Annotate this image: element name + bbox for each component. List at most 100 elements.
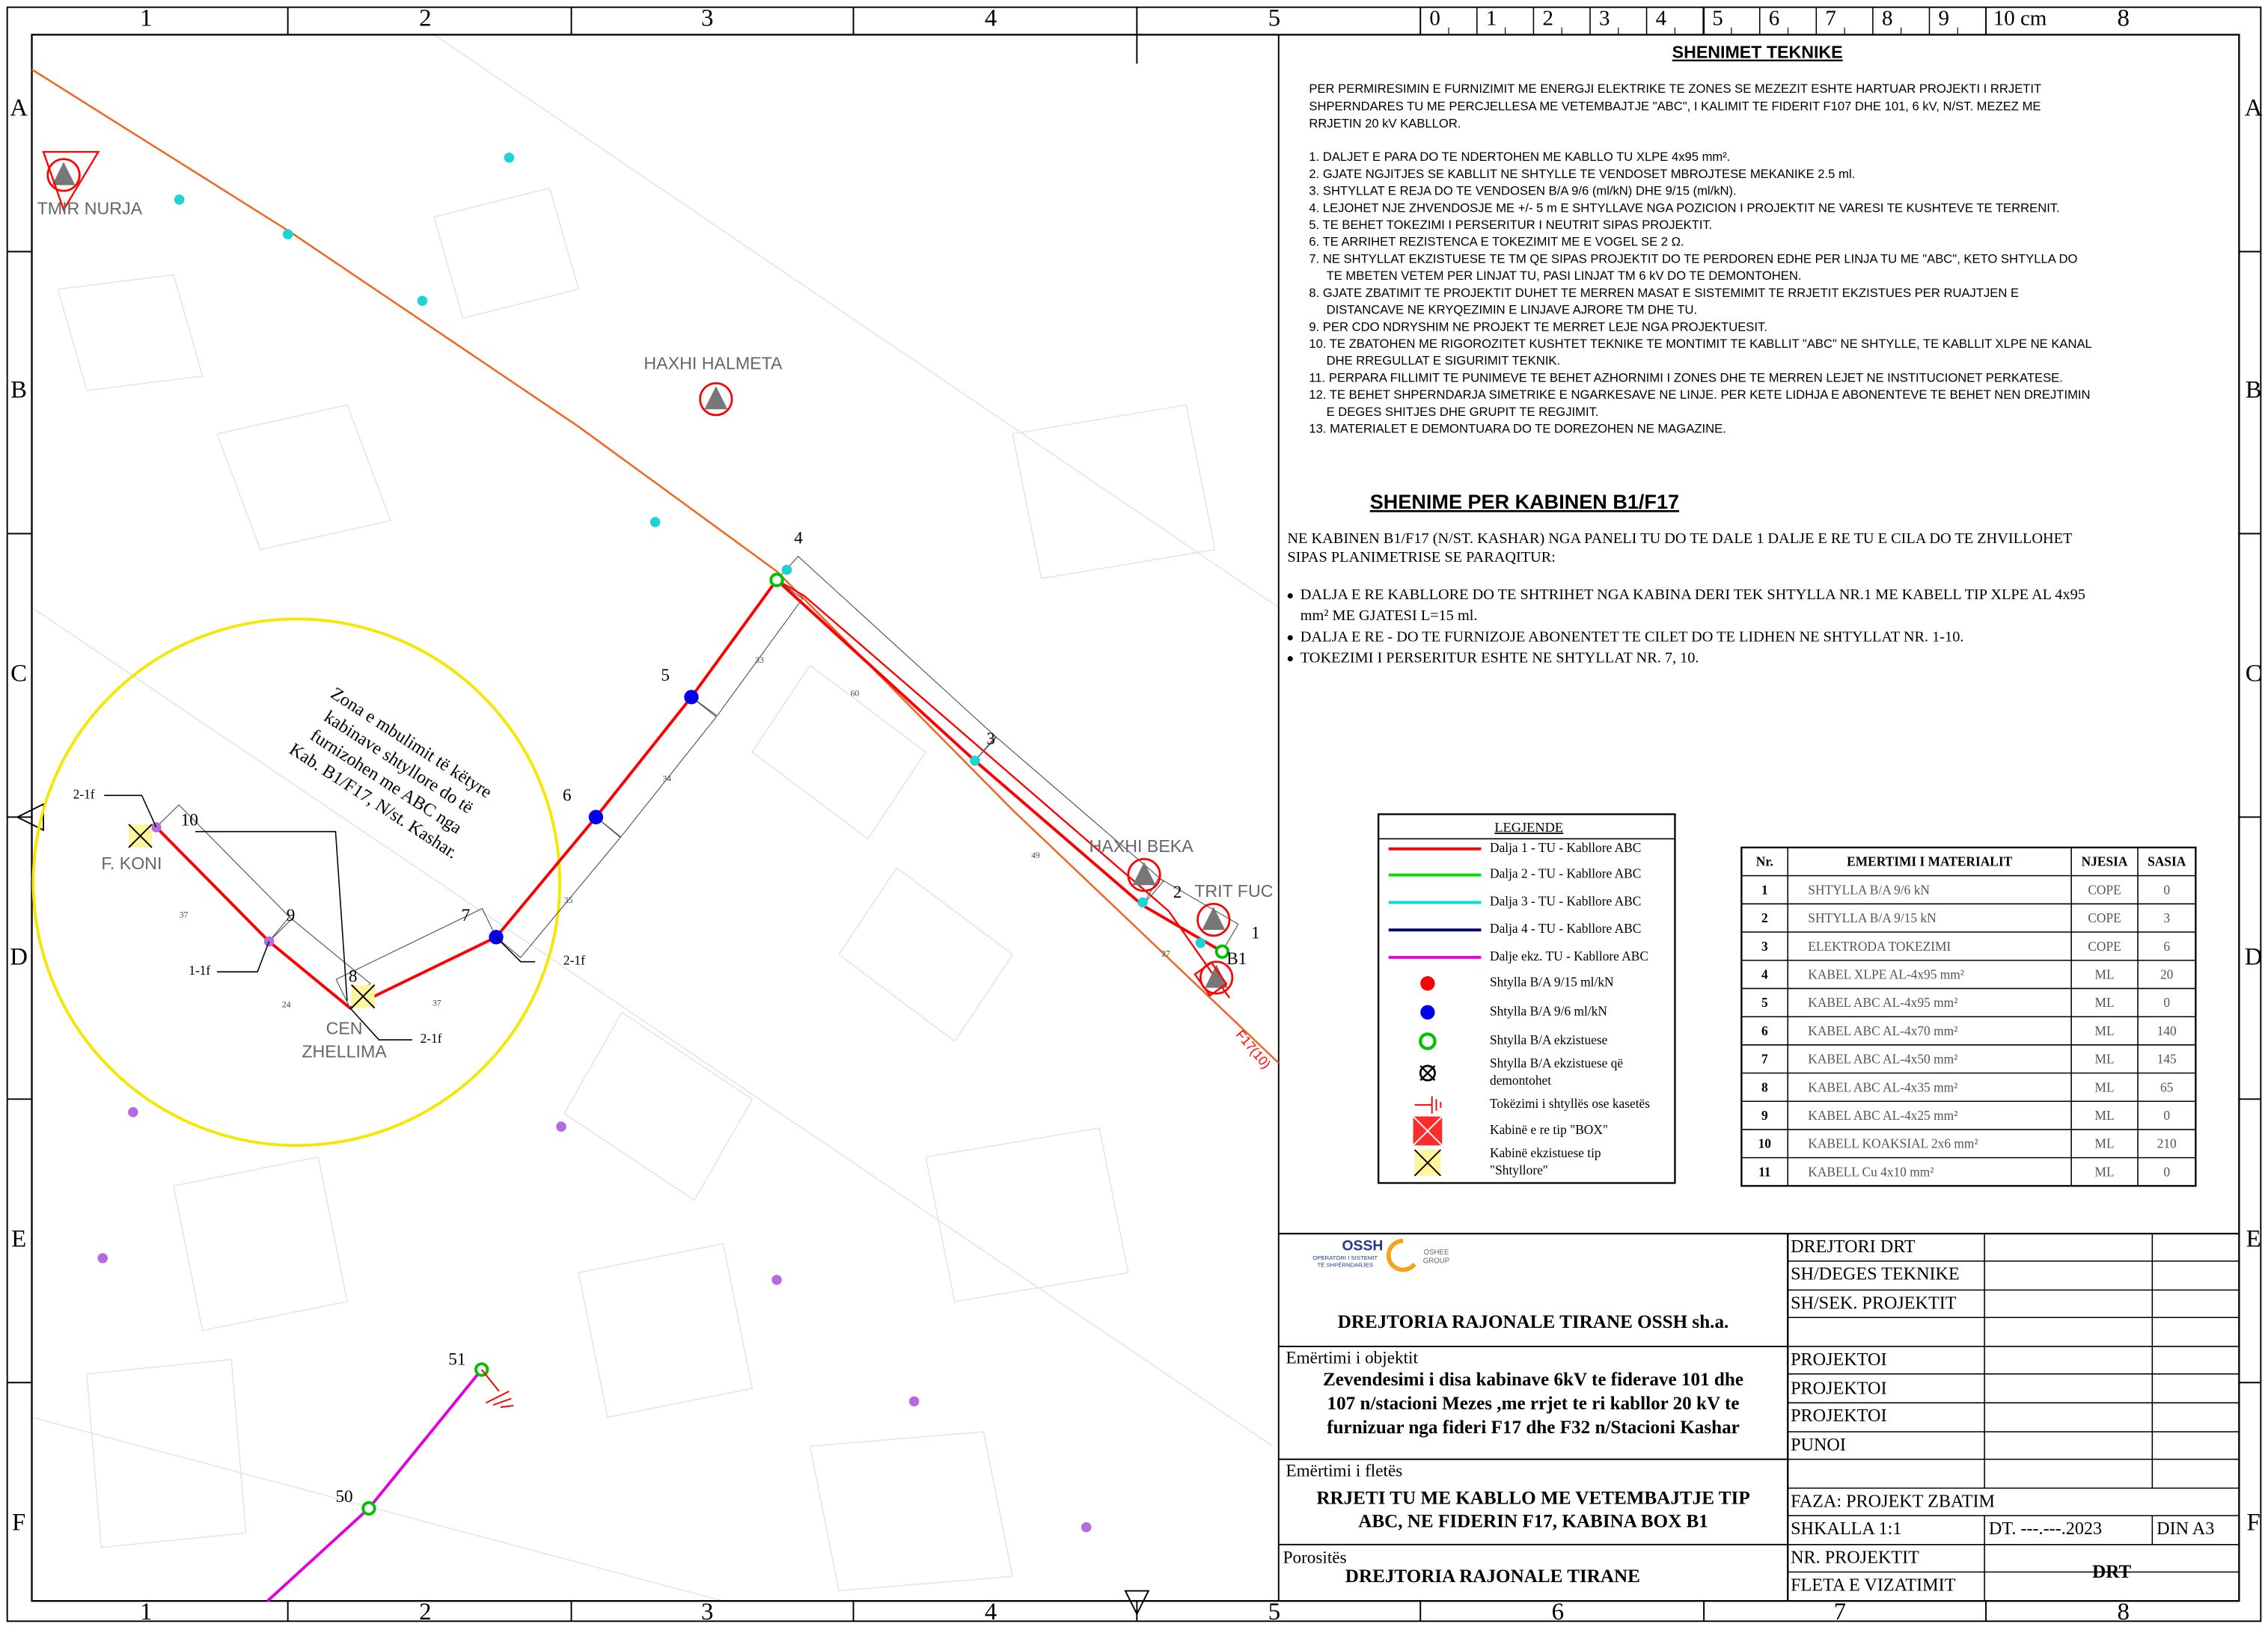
place-name: TMIR NURJA — [37, 198, 143, 218]
object-name: 107 n/stacioni Mezes ,me rrjet te ri kab… — [1327, 1394, 1740, 1414]
pole-number: 50 — [335, 1487, 352, 1507]
scale-label: SHKALLA 1:1 — [1791, 1519, 1901, 1539]
legend-label: Kabinë ekzistuese tip — [1490, 1146, 1601, 1160]
existing-pole — [418, 295, 428, 306]
new-pole-9-6 — [589, 810, 603, 824]
existing-pole — [970, 756, 980, 766]
logo-text: TË SHPËRNDARJES — [1317, 1262, 1373, 1269]
notes-item-line: 3. SHTYLLAT E REJA DO TE VENDOSEN B/A 9/… — [1309, 184, 1736, 198]
notes-item-line: 5. TE BEHET TOKEZIMI I PERSERITUR I NEUT… — [1309, 218, 1712, 232]
table-cell: KABEL ABC AL-4x35 mm² — [1808, 1080, 1957, 1094]
segment-length: 35 — [564, 895, 573, 905]
column-label: 3 — [701, 5, 713, 32]
pole-number: 3 — [986, 729, 995, 749]
table-cell: 1 — [1761, 883, 1768, 897]
date-label: DT. ---.---.2023 — [1989, 1519, 2102, 1539]
row-label: F — [12, 1509, 25, 1536]
pole-number: 1 — [1251, 923, 1260, 943]
cabin-notes-bullet: DALJA E RE - DO TE FURNIZOJE ABONENTET T… — [1300, 628, 1964, 645]
drawing-sheet: 11223344556788AABBCCDDEEFF012345678910 c… — [0, 0, 2268, 1627]
table-cell: COPE — [2088, 940, 2121, 954]
field-label: Emërtimi i objektit — [1286, 1349, 1418, 1368]
column-label: 4 — [985, 5, 997, 32]
table-cell: 11 — [1758, 1165, 1770, 1179]
legend-swatch — [1420, 1034, 1434, 1048]
existing-pole — [650, 517, 661, 527]
table-cell: KABELL Cu 4x10 mm² — [1808, 1165, 1934, 1179]
table-cell: 3 — [2163, 911, 2170, 925]
scale-label: 10 cm — [1993, 7, 2047, 31]
cabin-notes-bullet: mm² ME GJATESI L=15 ml. — [1300, 607, 1478, 624]
object-name: Zevendesimi i disa kabinave 6kV te fider… — [1323, 1370, 1743, 1390]
table-cell: 6 — [1761, 1024, 1768, 1038]
pole-number: B1 — [1226, 949, 1247, 969]
notes-item-line: 12. TE BEHET SHPERNDARJA SIMETRIKE E NGA… — [1309, 387, 2090, 402]
table-cell: 5 — [1761, 996, 1768, 1010]
pole-number: 51 — [448, 1350, 465, 1370]
row-label: D — [2245, 943, 2263, 970]
existing-pole — [782, 565, 792, 575]
row-label: B — [10, 376, 27, 403]
sheet-number-label: FLETA E VIZATIMIT — [1791, 1575, 1956, 1595]
segment-length: 33 — [755, 655, 764, 665]
bullet — [1288, 656, 1293, 661]
connector-label: 2-1f — [73, 787, 95, 801]
existing-pole — [283, 229, 293, 239]
existing-pole — [504, 153, 515, 163]
field-label: Porositës — [1283, 1548, 1347, 1567]
existing-concrete-pole — [363, 1503, 374, 1514]
role-label: SH/DEGES TEKNIKE — [1791, 1264, 1960, 1284]
cabin-notes-bullet: TOKEZIMI I PERSERITUR ESHTE NE SHTYLLAT … — [1300, 649, 1699, 666]
segment-length: 49 — [1031, 851, 1040, 860]
segment-length: 37 — [180, 910, 189, 919]
notes-intro-line: RRJETIN 20 kV KABLLOR. — [1309, 117, 1461, 131]
pole-number: 9 — [287, 906, 296, 925]
legend-label: Dalje ekz. TU - Kabllore ABC — [1490, 949, 1648, 963]
table-cell: KABEL ABC AL-4x95 mm² — [1808, 996, 1957, 1010]
segment-length: 60 — [851, 689, 860, 699]
existing-pole — [1137, 898, 1148, 908]
logo-text: OSSH — [1342, 1239, 1384, 1254]
table-cell: 8 — [1761, 1080, 1768, 1094]
scale-label: 3 — [1599, 7, 1610, 31]
project-number-label: NR. PROJEKTIT — [1791, 1548, 1919, 1568]
pole-number: 8 — [349, 966, 358, 986]
existing-pole — [1196, 938, 1206, 949]
table-cell: ML — [2095, 1109, 2115, 1123]
legend-label: Shtylla B/A 9/15 ml/kN — [1490, 975, 1614, 990]
table-cell: 65 — [2160, 1080, 2174, 1094]
role-label: PROJEKTOI — [1791, 1378, 1886, 1398]
legend-label: Shtylla B/A 9/6 ml/kN — [1490, 1004, 1607, 1018]
notes-item-line: DISTANCAVE NE KRYQEZIMIN E LINJAVE AJROR… — [1327, 303, 1698, 317]
table-cell: COPE — [2088, 911, 2121, 925]
cabin-notes-intro: NE KABINEN B1/F17 (N/ST. KASHAR) NGA PAN… — [1287, 530, 2073, 547]
notes-item-line: 4. LEJOHET NJE ZHVENDOSJE ME +/- 5 m E S… — [1309, 200, 2059, 215]
scale-label: 8 — [1882, 7, 1892, 31]
row-label: E — [2246, 1225, 2261, 1252]
role-label: PUNOI — [1791, 1435, 1846, 1455]
table-cell: 7 — [1761, 1053, 1768, 1067]
phase-label: FAZA: PROJEKT ZBATIM — [1791, 1491, 1995, 1511]
pole-number: 10 — [181, 810, 198, 830]
notes-item-line: 10. TE ZBATOHEN ME RIGOROZITET KUSHTET T… — [1309, 337, 2091, 351]
table-cell: 0 — [2163, 1165, 2170, 1179]
connector-label: 1-1f — [189, 963, 210, 978]
legend-label: Dalja 1 - TU - Kabllore ABC — [1490, 841, 1641, 855]
place-name: TRIT FUC — [1194, 881, 1273, 901]
table-cell: ML — [2095, 996, 2115, 1010]
row-label: F — [2247, 1509, 2261, 1536]
legend-label: Kabinë e re tip "BOX" — [1490, 1123, 1608, 1137]
segment-length: 37 — [432, 998, 441, 1008]
table-header: SASIA — [2148, 855, 2186, 869]
legend-label: Dalja 3 - TU - Kabllore ABC — [1490, 894, 1641, 908]
table-cell: 9 — [1761, 1109, 1768, 1123]
project-code: DRT — [2092, 1562, 2131, 1582]
cabin-notes-title: SHENIME PER KABINEN B1/F17 — [1370, 491, 1679, 513]
row-label: A — [2245, 94, 2263, 121]
logo-text: OSHEE — [1424, 1248, 1449, 1257]
sheet-name: ABC, NE FIDERIN F17, KABINA BOX B1 — [1358, 1512, 1708, 1532]
column-label: 7 — [1834, 1599, 1846, 1626]
connector-label: 2-1f — [421, 1032, 442, 1046]
place-name: HAXHI HALMETA — [644, 353, 783, 373]
table-cell: SHTYLLA B/A 9/6 kN — [1808, 883, 1930, 897]
